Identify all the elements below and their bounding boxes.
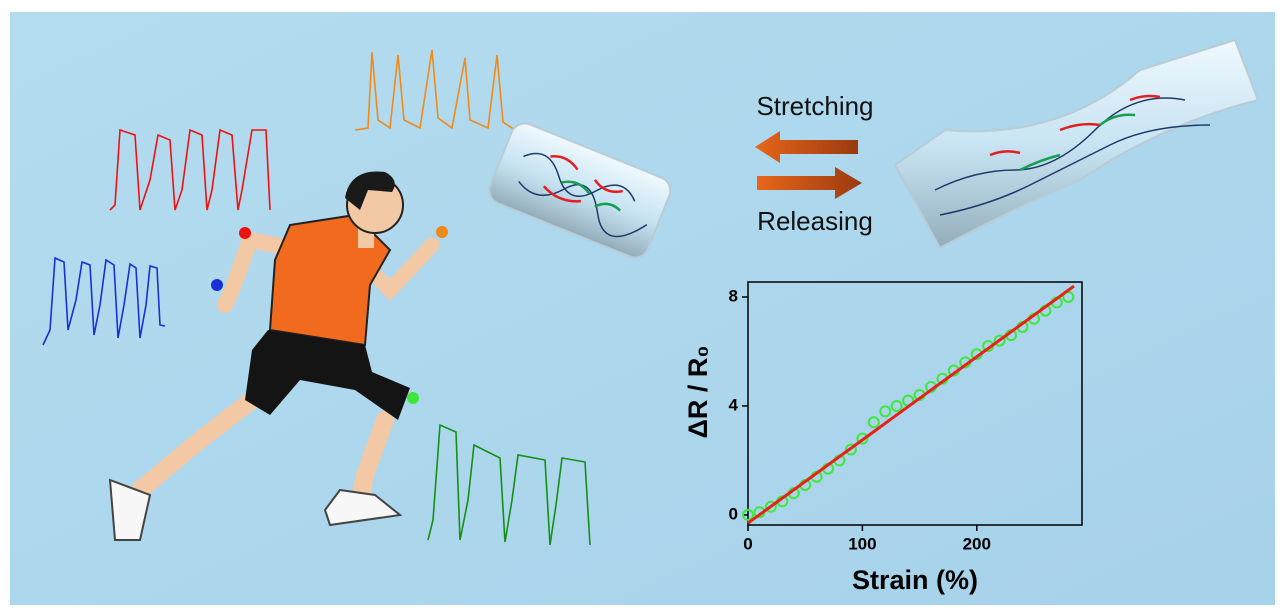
signal-trace (354, 49, 516, 131)
runner-illustration (108, 171, 440, 541)
y-axis-title: ΔR / R₀ (683, 345, 713, 438)
signal-trace (109, 128, 271, 211)
sensor-dot (407, 392, 419, 404)
data-point (742, 508, 754, 521)
gel-stretched (893, 38, 1260, 250)
data-point (867, 416, 880, 429)
x-tick-label: 200 (963, 534, 991, 553)
y-tick-label: 4 (729, 395, 739, 414)
sensor-dot (211, 279, 223, 291)
gel-relaxed (488, 122, 672, 259)
x-tick-label: 0 (743, 534, 752, 553)
releasing-label: Releasing (757, 206, 873, 236)
data-point (890, 399, 903, 412)
arrow-right (757, 167, 862, 199)
data-point (844, 443, 857, 456)
y-tick-label: 8 (729, 286, 738, 305)
data-point (856, 432, 869, 445)
y-tick-label: 0 (729, 504, 738, 523)
stretching-label: Stretching (756, 91, 873, 121)
fit-line (747, 284, 1075, 525)
data-point (764, 500, 777, 513)
sensor-dot (239, 227, 251, 239)
data-point (993, 334, 1006, 347)
data-point (879, 405, 892, 418)
x-axis-title: Strain (%) (852, 565, 978, 595)
background (10, 12, 1275, 605)
sensor-dot (436, 226, 448, 238)
signal-trace (427, 423, 591, 546)
arrow-left (755, 131, 858, 163)
chart: Strain (%) ΔR / R₀ 0 100 200 0 4 8 (683, 281, 1083, 595)
x-tick-label: 100 (848, 534, 876, 553)
plot-frame (747, 281, 1083, 526)
signal-trace (42, 256, 166, 346)
